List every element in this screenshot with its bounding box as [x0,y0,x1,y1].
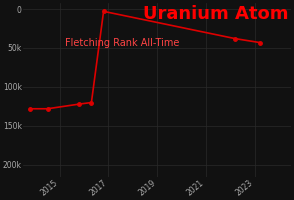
Text: Uranium Atom: Uranium Atom [143,5,288,23]
Text: Fletching Rank All-Time: Fletching Rank All-Time [65,38,180,48]
